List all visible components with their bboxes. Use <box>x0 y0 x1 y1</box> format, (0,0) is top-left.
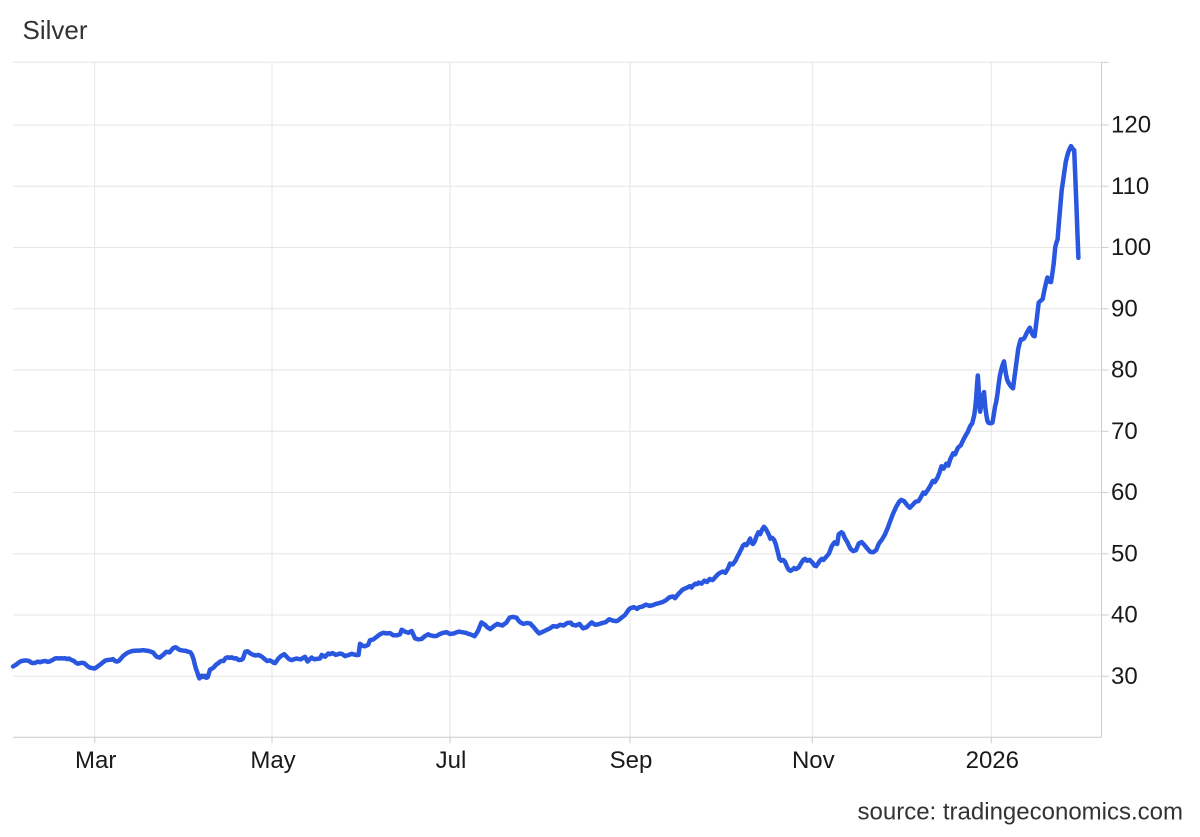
svg-text:source: tradingeconomics.com: source: tradingeconomics.com <box>858 799 1183 826</box>
svg-text:Sep: Sep <box>610 747 653 774</box>
svg-text:May: May <box>250 747 295 774</box>
svg-text:30: 30 <box>1111 663 1138 690</box>
svg-text:40: 40 <box>1111 602 1138 629</box>
svg-text:Silver: Silver <box>23 15 88 45</box>
svg-text:80: 80 <box>1111 357 1138 384</box>
svg-text:Nov: Nov <box>792 747 835 774</box>
svg-text:50: 50 <box>1111 540 1138 567</box>
svg-text:110: 110 <box>1111 173 1149 200</box>
svg-text:60: 60 <box>1111 479 1138 506</box>
svg-text:70: 70 <box>1111 418 1138 445</box>
svg-text:2026: 2026 <box>966 747 1019 774</box>
svg-text:Mar: Mar <box>75 747 116 774</box>
svg-text:Jul: Jul <box>436 747 467 774</box>
svg-text:120: 120 <box>1111 112 1151 139</box>
svg-text:90: 90 <box>1111 295 1138 322</box>
svg-text:100: 100 <box>1111 234 1151 261</box>
